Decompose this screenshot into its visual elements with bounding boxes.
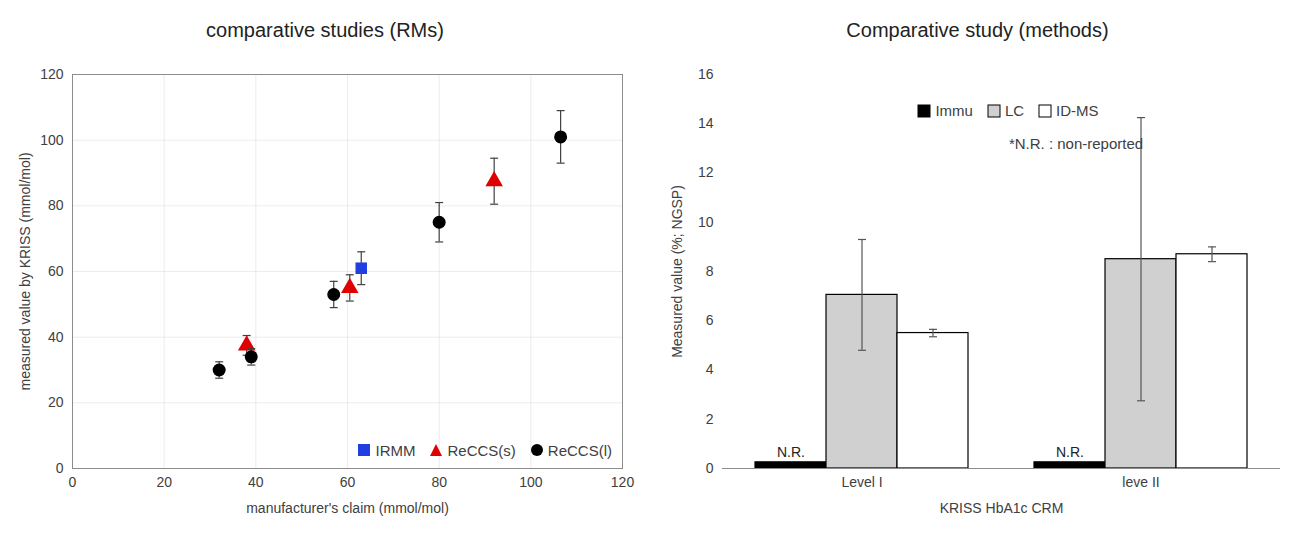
svg-text:14: 14 — [698, 115, 714, 131]
html-text:ReCCS(s): ReCCS(s) — [447, 441, 516, 459]
svg-text:120: 120 — [40, 66, 64, 82]
svg-text:60: 60 — [48, 263, 64, 279]
svg-text:0: 0 — [69, 474, 77, 490]
html-text:Immu: Immu — [935, 102, 973, 119]
svg-text:leve II: leve II — [1122, 474, 1159, 490]
svg-text:40: 40 — [248, 474, 264, 490]
svg-text:6: 6 — [706, 312, 714, 328]
html-text:ID-MS: ID-MS — [1056, 102, 1099, 119]
svg-text:60: 60 — [340, 474, 356, 490]
svg-text:8: 8 — [706, 263, 714, 279]
svg-text:12: 12 — [698, 164, 714, 180]
svg-text:100: 100 — [40, 132, 64, 148]
svg-text:2: 2 — [706, 411, 714, 427]
svg-text:Level I: Level I — [841, 474, 882, 490]
svg-text:4: 4 — [706, 361, 714, 377]
svg-text:20: 20 — [156, 474, 172, 490]
svg-text:measured value by KRISS (mmol/: measured value by KRISS (mmol/mol) — [17, 152, 33, 390]
html-text:LC: LC — [1004, 102, 1025, 119]
svg-text:10: 10 — [698, 214, 714, 230]
html-text:comparative studies (RMs): comparative studies (RMs) — [206, 19, 444, 41]
svg-text:20: 20 — [48, 394, 64, 410]
svg-text:N.R.: N.R. — [777, 444, 805, 460]
html-text:*N.R. : non-reported: *N.R. : non-reported — [1008, 134, 1144, 152]
html-text:Comparative study (methods): Comparative study (methods) — [846, 19, 1109, 41]
svg-text:KRISS HbA1c CRM: KRISS HbA1c CRM — [940, 500, 1064, 516]
svg-text:N.R.: N.R. — [1056, 444, 1084, 460]
svg-text:80: 80 — [431, 474, 447, 490]
svg-text:16: 16 — [698, 66, 714, 82]
svg-text:120: 120 — [611, 474, 635, 490]
svg-text:0: 0 — [706, 460, 714, 476]
svg-text:40: 40 — [48, 329, 64, 345]
svg-text:100: 100 — [519, 474, 543, 490]
html-text:IRMM: IRMM — [375, 441, 416, 459]
svg-text:Measured value (%; NGSP): Measured value (%; NGSP) — [669, 185, 685, 358]
svg-text:manufacturer's claim (mmol/mol: manufacturer's claim (mmol/mol) — [246, 500, 449, 516]
html-text:ReCCS(l): ReCCS(l) — [547, 441, 612, 459]
svg-text:80: 80 — [48, 197, 64, 213]
svg-text:0: 0 — [56, 460, 64, 476]
